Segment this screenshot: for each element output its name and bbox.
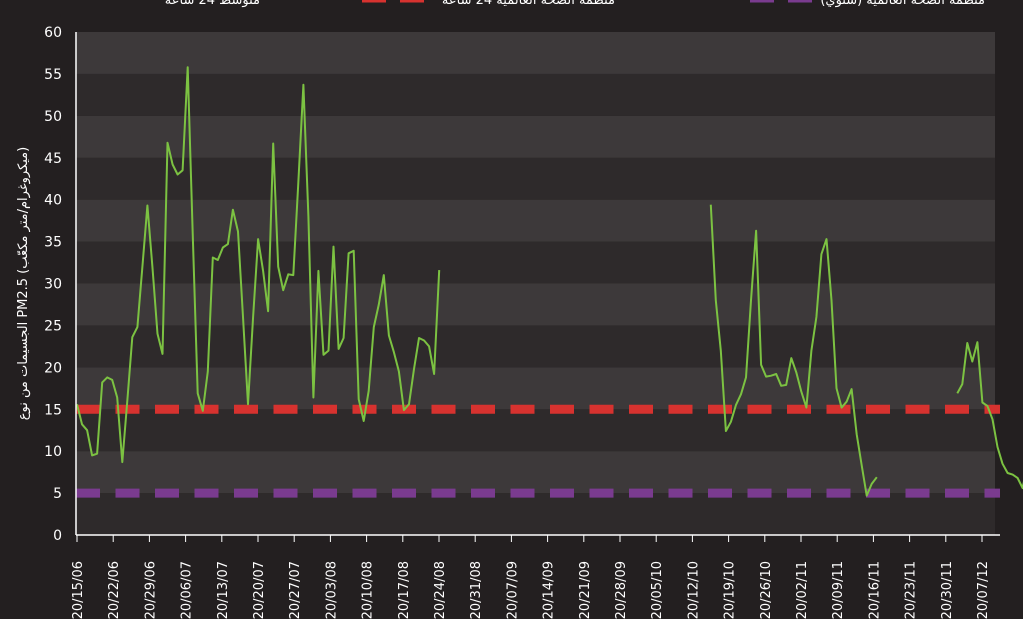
y-axis-ticks: 0 5 10 15 20 25 30 35 40 45 50 55 60 (44, 25, 62, 544)
x-tick-label: 20/21/09 (578, 561, 593, 619)
grid-band (76, 325, 995, 368)
y-tick-label: 40 (44, 193, 62, 209)
grid-band (76, 241, 995, 284)
y-tick-label: 15 (44, 402, 62, 418)
y-tick-label: 50 (44, 109, 62, 125)
grid-band (76, 451, 995, 494)
x-tick-label: 20/13/07 (216, 561, 231, 619)
x-axis-ticks: 20/15/06 20/22/06 20/29/06 20/06/07 20/13/07… (71, 535, 991, 619)
x-tick-label: 20/07/09 (505, 561, 520, 619)
grid-bands (76, 32, 995, 535)
grid-band (76, 367, 995, 410)
legend-label: منظمة الصحة العالمية (سنوي) (820, 0, 985, 8)
legend-label: متوسط 24 ساعة (165, 0, 260, 8)
y-tick-label: 45 (44, 151, 62, 167)
y-tick-label: 20 (44, 360, 62, 376)
legend: متوسط 24 ساعة منظمة الصحة العالمية 24 ساع… (165, 0, 985, 8)
x-tick-label: 20/16/11 (867, 561, 882, 619)
series-lines (76, 66, 1023, 497)
x-tick-label: 20/28/09 (614, 561, 629, 619)
y-tick-label: 25 (44, 318, 62, 334)
x-tick-label: 20/27/07 (288, 561, 303, 619)
x-tick-label: 20/23/11 (904, 561, 919, 619)
y-tick-label: 0 (53, 528, 62, 544)
x-tick-label: 20/06/07 (180, 561, 195, 619)
y-tick-label: 55 (44, 67, 62, 83)
x-tick-label: 20/10/08 (361, 561, 376, 619)
x-tick-label: 20/24/08 (433, 561, 448, 619)
series-line-segment (76, 66, 441, 464)
reference-lines (76, 404, 1000, 498)
x-tick-label: 20/17/08 (397, 561, 412, 619)
x-tick-label: 20/07/12 (976, 561, 991, 619)
series-line-segment (709, 204, 878, 497)
y-tick-label: 60 (44, 25, 62, 41)
axes (75, 32, 1000, 536)
x-tick-label: 20/19/10 (723, 561, 738, 619)
x-tick-label: 20/26/10 (759, 561, 774, 619)
grid-band (76, 199, 995, 242)
legend-label: منظمة الصحة العالمية 24 ساعة (442, 0, 615, 8)
x-tick-label: 20/22/06 (107, 561, 122, 619)
series-line-segment (956, 341, 1023, 490)
x-tick-label: 20/03/08 (324, 561, 339, 619)
grid-band (76, 115, 995, 158)
x-tick-label: 20/12/10 (686, 561, 701, 619)
x-tick-label: 20/20/07 (252, 561, 267, 619)
x-tick-label: 20/29/06 (143, 561, 158, 619)
grid-band (76, 409, 995, 452)
y-axis-label: الجسيمات من نوع PM2.5 (ميكروغرام/متر مكع… (16, 147, 31, 420)
x-tick-label: 20/05/10 (650, 561, 665, 619)
y-tick-label: 5 (53, 486, 62, 502)
grid-band (76, 32, 995, 74)
x-tick-label: 20/09/11 (831, 561, 846, 619)
grid-band (76, 157, 995, 200)
grid-band (76, 283, 995, 326)
x-tick-label: 20/15/06 (71, 561, 86, 619)
x-tick-label: 20/31/08 (469, 561, 484, 619)
y-tick-label: 35 (44, 235, 62, 251)
y-tick-label: 30 (44, 277, 62, 293)
grid-band (76, 493, 995, 535)
grid-band (76, 73, 995, 116)
y-tick-label: 10 (44, 444, 62, 460)
x-tick-label: 20/30/11 (940, 561, 955, 619)
x-tick-label: 20/14/09 (542, 561, 557, 619)
x-tick-label: 20/02/11 (795, 561, 810, 619)
